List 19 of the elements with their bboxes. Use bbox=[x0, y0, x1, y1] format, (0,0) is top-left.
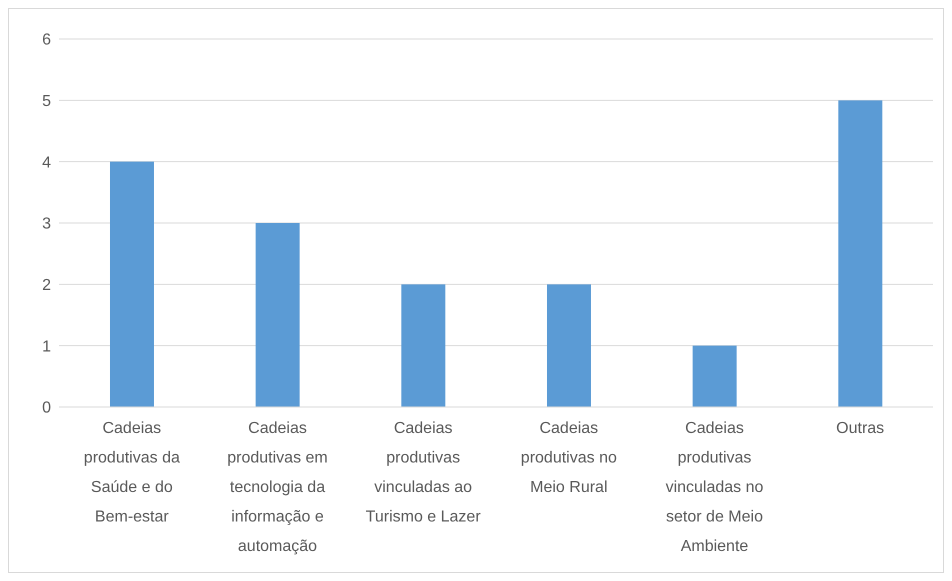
y-tick-label: 6 bbox=[42, 32, 52, 49]
x-tick-label: Cadeias produtivas em tecnologia da informação e automação bbox=[227, 420, 328, 555]
bar bbox=[401, 284, 446, 407]
x-tick-label: Cadeias produtivas da Saúde e do Bem-estar bbox=[84, 420, 180, 526]
y-tick-label: 1 bbox=[42, 338, 52, 356]
y-tick-label: 4 bbox=[42, 154, 52, 172]
x-tick-label: Cadeias produtivas vinculadas no setor de Meio Ambiente bbox=[666, 420, 764, 555]
bar bbox=[110, 162, 154, 407]
x-tick-label: Cadeias produtivas no Meio Rural bbox=[520, 420, 617, 496]
y-tick-label: 3 bbox=[42, 216, 52, 233]
y-tick-label: 0 bbox=[42, 400, 52, 417]
bar bbox=[692, 346, 737, 407]
bar bbox=[838, 100, 882, 407]
x-tick-label: Cadeias produtivas vinculadas ao Turismo e Lazer bbox=[366, 420, 482, 526]
x-tick-label: Outras bbox=[836, 420, 884, 437]
y-tick-label: 2 bbox=[42, 277, 52, 294]
y-tick-label: 5 bbox=[42, 93, 52, 110]
bar bbox=[546, 284, 591, 407]
bar bbox=[256, 223, 300, 407]
